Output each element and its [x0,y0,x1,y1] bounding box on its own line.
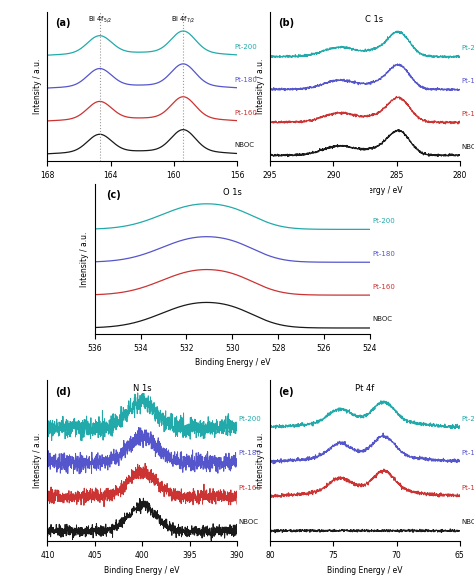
Y-axis label: Intensity / a.u.: Intensity / a.u. [33,59,42,114]
Text: Pt-180: Pt-180 [461,78,474,84]
Text: (c): (c) [106,190,120,200]
Text: Pt-200: Pt-200 [461,45,474,51]
Text: (a): (a) [55,17,71,28]
Text: Bi 4f$_{7/2}$: Bi 4f$_{7/2}$ [171,14,195,25]
Y-axis label: Intensity / a.u.: Intensity / a.u. [255,59,264,114]
Text: (d): (d) [55,386,71,397]
X-axis label: Binding Energy / eV: Binding Energy / eV [327,185,403,195]
X-axis label: Binding Energy / eV: Binding Energy / eV [194,358,270,367]
Text: Pt-180: Pt-180 [235,77,257,83]
Text: Pt-180: Pt-180 [372,251,395,257]
Text: NBOC: NBOC [461,519,474,525]
Text: O 1s: O 1s [223,188,242,197]
Text: NBOC: NBOC [238,519,258,525]
Text: Pt-160: Pt-160 [372,283,395,290]
Text: Pt-200: Pt-200 [235,44,257,50]
X-axis label: Binding Energy / eV: Binding Energy / eV [104,566,180,575]
Y-axis label: Intensity / a.u.: Intensity / a.u. [255,433,264,488]
Text: NBOC: NBOC [235,142,255,149]
Text: Pt-180: Pt-180 [238,450,261,456]
Text: Pt 4f: Pt 4f [356,384,374,393]
Text: (b): (b) [278,17,294,28]
Text: Pt-200: Pt-200 [461,415,474,422]
Text: Bi 4f$_{5/2}$: Bi 4f$_{5/2}$ [88,14,111,25]
Text: NBOC: NBOC [461,143,474,150]
Y-axis label: Intensity / a.u.: Intensity / a.u. [80,232,89,287]
X-axis label: Binding Energy / eV: Binding Energy / eV [104,185,180,195]
Text: Pt-180: Pt-180 [461,450,474,456]
Text: Pt-160: Pt-160 [235,109,257,116]
Text: (e): (e) [278,386,293,397]
Text: N 1s: N 1s [133,384,152,393]
Text: Pt-160: Pt-160 [461,111,474,117]
Text: NBOC: NBOC [372,316,392,323]
Text: Pt-200: Pt-200 [238,415,261,422]
Text: Pt-200: Pt-200 [372,218,395,224]
Text: C 1s: C 1s [365,15,383,24]
Y-axis label: Intensity / a.u.: Intensity / a.u. [33,433,42,488]
Text: Pt-160: Pt-160 [461,484,474,491]
Text: Pt-160: Pt-160 [238,484,261,491]
X-axis label: Binding Energy / eV: Binding Energy / eV [327,566,403,575]
